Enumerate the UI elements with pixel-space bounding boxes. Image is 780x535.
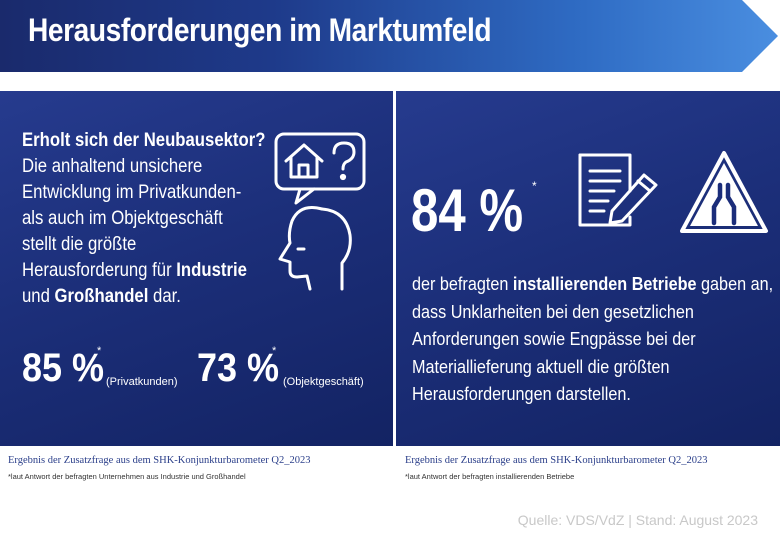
desc-text: der befragten (412, 274, 513, 294)
right-line-2: dass Unklarheiten bei den gesetzlichen (412, 301, 694, 322)
stat-privatkunden-value: 85 % (22, 346, 105, 390)
stat-objektgeschaeft-label: (Objektgeschäft) (283, 376, 364, 388)
left-footnote-title: Ergebnis der Zusatzfrage aus dem SHK-Kon… (8, 455, 311, 466)
right-footnote-title: Ergebnis der Zusatzfrage aus dem SHK-Kon… (405, 455, 708, 466)
left-footnote-note: *laut Antwort der befragten Unternehmen … (8, 472, 246, 481)
desc-line-3: als auch im Objektgeschäft (22, 208, 223, 229)
right-line-1: der befragten installierenden Betriebe g… (412, 271, 773, 299)
question-heading: Erholt sich der Neubausektor? (22, 130, 266, 151)
stat-privatkunden-label: (Privatkunden) (106, 376, 178, 388)
header-banner: Herausforderungen im Marktumfeld (0, 0, 780, 72)
stat-betriebe-value: 84 % (411, 177, 524, 244)
bold-grosshandel: Großhandel (54, 286, 149, 307)
right-line-5: Herausforderungen darstellen. (412, 384, 631, 404)
right-description: der befragten installierenden Betriebe g… (412, 271, 773, 409)
stat-objektgeschaeft-value: 73 % (197, 346, 280, 390)
desc-line-1: Die anhaltend unsichere (22, 156, 203, 177)
stat-betriebe-asterisk: * (532, 179, 537, 193)
bold-industrie: Industrie (176, 260, 247, 281)
right-panel: 84 % * der befragten installierenden Bet… (396, 91, 780, 446)
page-title: Herausforderungen im Marktumfeld (28, 12, 492, 48)
bold-installierende-betriebe: installierenden Betriebe (512, 274, 697, 294)
stat-objektgeschaeft-asterisk: * (272, 345, 277, 357)
document-pencil-icon (578, 153, 658, 227)
desc-line-5: Herausforderung für Industrie (22, 258, 247, 284)
desc-text: dar. (148, 286, 181, 307)
desc-text: gaben an, (696, 274, 774, 294)
desc-line-4: stellt die größte (22, 234, 137, 255)
source-credit: Quelle: VDS/VdZ | Stand: August 2023 (517, 512, 758, 528)
banner-arrow-shape (0, 0, 778, 72)
right-footnote-note: *laut Antwort der befragten installieren… (405, 472, 575, 481)
left-panel: Erholt sich der Neubausektor? Die anhalt… (0, 91, 393, 446)
desc-line-2: Entwicklung im Privatkunden- (22, 182, 242, 203)
head-with-house-question-icon (274, 132, 366, 291)
desc-text: Herausforderung für (22, 260, 177, 281)
right-line-3: Anforderungen sowie Engpässe bei der (412, 329, 696, 349)
right-line-4: Materiallieferung aktuell die größten (412, 356, 670, 377)
desc-line-6: und Großhandel dar. (22, 284, 242, 310)
road-narrows-warning-icon (680, 151, 768, 233)
desc-text: und (22, 286, 55, 307)
left-description: Erholt sich der Neubausektor? Die anhalt… (22, 128, 272, 310)
stat-privatkunden-asterisk: * (97, 345, 102, 357)
